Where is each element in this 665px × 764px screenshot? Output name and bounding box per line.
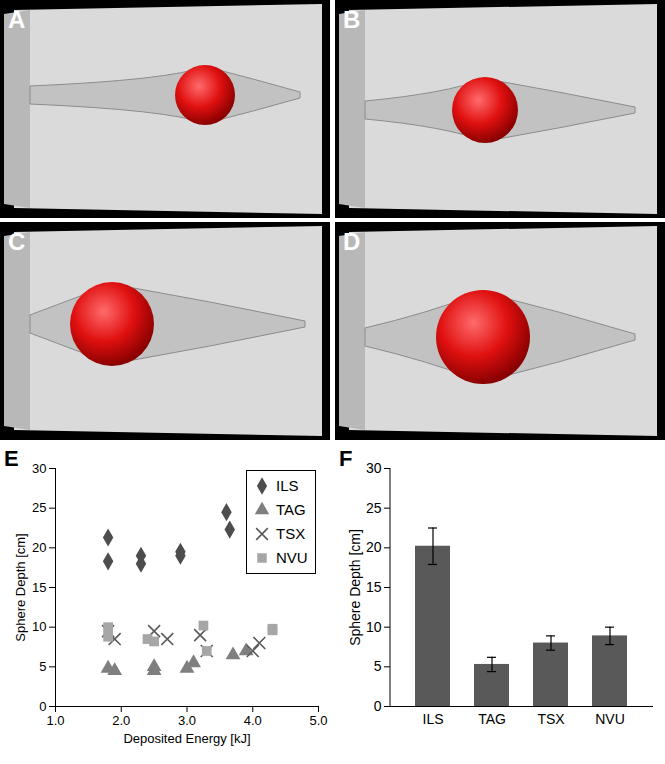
html-text:F: F bbox=[339, 446, 353, 471]
svg-text:10: 10 bbox=[32, 619, 46, 634]
svg-text:D: D bbox=[343, 228, 360, 255]
svg-text:30: 30 bbox=[32, 461, 46, 476]
svg-text:TSX: TSX bbox=[537, 711, 565, 727]
svg-text:Sphere Depth [cm]: Sphere Depth [cm] bbox=[347, 529, 363, 646]
svg-text:4.0: 4.0 bbox=[244, 713, 262, 728]
svg-text:Deposited Energy [kJ]: Deposited Energy [kJ] bbox=[123, 731, 250, 746]
svg-text:5: 5 bbox=[39, 659, 46, 674]
svg-text:5: 5 bbox=[374, 658, 382, 674]
svg-text:0: 0 bbox=[374, 698, 382, 714]
svg-text:A: A bbox=[8, 6, 25, 33]
svg-text:3.0: 3.0 bbox=[178, 713, 196, 728]
svg-text:15: 15 bbox=[366, 579, 382, 595]
svg-text:Sphere Depth [cm]: Sphere Depth [cm] bbox=[13, 533, 28, 641]
svg-text:0: 0 bbox=[39, 699, 46, 714]
svg-text:5.0: 5.0 bbox=[309, 713, 327, 728]
svg-text:25: 25 bbox=[32, 500, 46, 515]
svg-text:B: B bbox=[343, 6, 360, 33]
svg-text:1.0: 1.0 bbox=[46, 713, 64, 728]
svg-text:TAG: TAG bbox=[276, 501, 306, 518]
svg-text:20: 20 bbox=[366, 539, 382, 555]
svg-text:15: 15 bbox=[32, 580, 46, 595]
svg-text:10: 10 bbox=[366, 619, 382, 635]
svg-text:TAG: TAG bbox=[478, 711, 506, 727]
html-text:E: E bbox=[4, 446, 19, 471]
svg-text:C: C bbox=[8, 228, 25, 255]
svg-text:20: 20 bbox=[32, 540, 46, 555]
svg-text:NVU: NVU bbox=[276, 549, 308, 566]
svg-text:2.0: 2.0 bbox=[112, 713, 130, 728]
svg-text:25: 25 bbox=[366, 500, 382, 516]
svg-text:30: 30 bbox=[366, 460, 382, 476]
svg-text:NVU: NVU bbox=[595, 711, 625, 727]
svg-text:TSX: TSX bbox=[276, 525, 305, 542]
svg-text:ILS: ILS bbox=[422, 711, 443, 727]
svg-text:ILS: ILS bbox=[276, 477, 299, 494]
